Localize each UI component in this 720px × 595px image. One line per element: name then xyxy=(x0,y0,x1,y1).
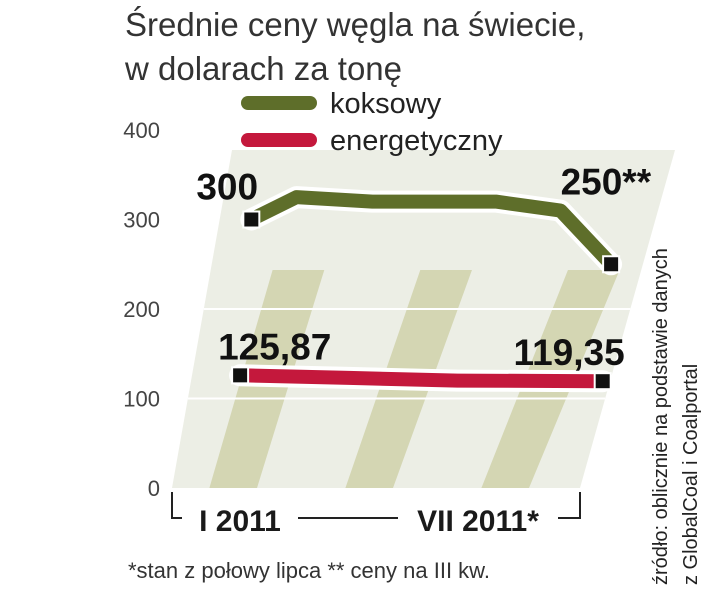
y-axis: 0 100 200 300 400 xyxy=(123,118,160,501)
data-label-end: 250** xyxy=(561,161,652,202)
legend-label-energetyczny: energetyczny xyxy=(330,125,503,157)
x-axis: I 2011 VII 2011* xyxy=(171,492,581,538)
legend: koksowy energetyczny xyxy=(241,88,503,157)
series-line xyxy=(233,368,610,389)
x-label-bg xyxy=(398,505,558,533)
point-marker xyxy=(602,255,621,274)
chart-background xyxy=(172,150,675,488)
x-label-bg xyxy=(182,505,298,533)
source-line2: z GlobalCoal i Coalportal xyxy=(680,364,702,585)
point-marker xyxy=(593,372,612,391)
series-lines xyxy=(229,186,623,393)
data-label-end: 119,35 xyxy=(514,332,625,373)
footnote: *stan z połowy lipca ** ceny na III kw. xyxy=(128,558,490,583)
chart-title-line1: Średnie ceny węgla na świecie, xyxy=(125,5,585,43)
x-tick-label: VII 2011* xyxy=(417,505,539,538)
chart-title-line2: w dolarach za tonę xyxy=(124,50,402,87)
x-axis-bracket xyxy=(171,492,581,519)
y-tick-label: 0 xyxy=(148,476,160,501)
data-label-start: 300 xyxy=(196,167,258,208)
x-tick-label: I 2011 xyxy=(199,505,281,538)
source-note: źródło: oblicznie na podstawie danych z … xyxy=(650,248,702,585)
data-labels: 300 250** 125,87 119,35 xyxy=(196,161,651,373)
y-tick-label: 300 xyxy=(123,208,160,233)
series-line xyxy=(244,190,619,272)
y-tick-label: 200 xyxy=(123,297,160,322)
data-label-start: 125,87 xyxy=(218,326,331,367)
y-tick-label: 100 xyxy=(123,387,160,412)
legend-label-koksowy: koksowy xyxy=(330,88,442,120)
point-marker xyxy=(231,366,250,385)
source-line1: źródło: oblicznie na podstawie danych xyxy=(650,248,672,585)
point-marker xyxy=(242,210,261,229)
y-tick-label: 400 xyxy=(123,118,160,143)
